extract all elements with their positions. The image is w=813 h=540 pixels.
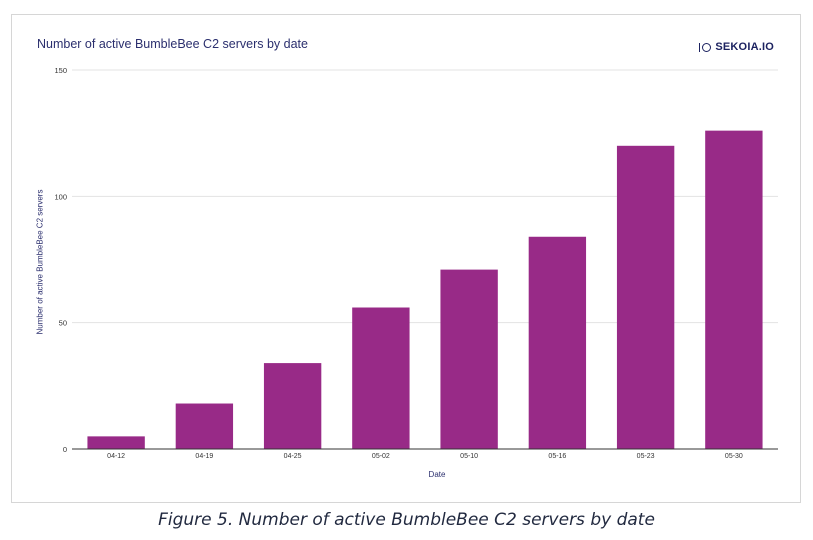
sekoia-logo: SEKOIA.IO (698, 41, 774, 53)
x-tick-label: 05-30 (725, 453, 743, 460)
bar-05-02 (352, 307, 410, 449)
logo-text: SEKOIA.IO (715, 41, 774, 53)
bar-05-30 (705, 130, 763, 449)
figure-caption: Figure 5. Number of active BumbleBee C2 … (158, 510, 655, 530)
y-axis-label: Number of active BumbleBee C2 servers (35, 189, 45, 335)
y-tick-label: 100 (54, 192, 67, 201)
bar-04-19 (175, 403, 234, 449)
x-axis-label: Date (429, 470, 446, 479)
bar-05-10 (440, 269, 498, 449)
bar-04-25 (263, 363, 322, 449)
bars (87, 130, 763, 450)
x-tick-label: 05-23 (637, 453, 655, 460)
y-tick-label: 150 (54, 66, 67, 75)
y-tick-label: 50 (59, 319, 67, 328)
tick-labels: 0 50 100 150 04-12 04-19 04-25 05-02 05-10 05-16 0… (54, 66, 742, 479)
x-tick-label: 04-25 (284, 453, 302, 460)
x-tick-label: 04-19 (195, 453, 213, 460)
bar-05-16 (528, 236, 587, 449)
y-tick-label: 0 (63, 445, 67, 454)
x-tick-label: 05-02 (372, 453, 390, 460)
bar-05-23 (616, 145, 675, 450)
x-tick-label: 05-16 (548, 453, 566, 460)
chart-title: Number of active BumbleBee C2 servers by… (37, 37, 308, 51)
x-tick-label: 04-12 (107, 453, 125, 460)
x-tick-label: 05-10 (460, 453, 478, 460)
sekoia-logo-icon (698, 42, 712, 52)
bar-04-12 (87, 436, 145, 449)
